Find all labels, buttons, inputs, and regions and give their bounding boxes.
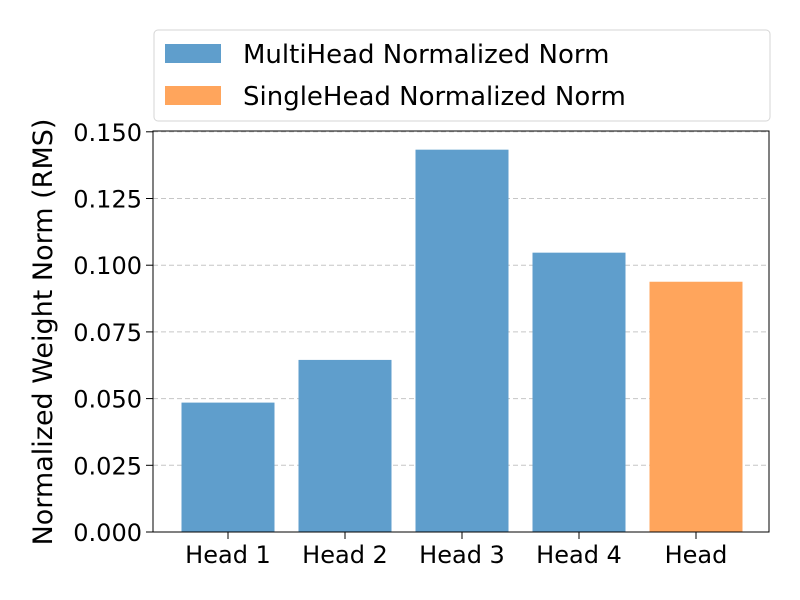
bar-head-2-series-0 [298,359,392,532]
y-tick-label: 0.100 [73,252,142,280]
x-tick-label: Head 4 [536,541,622,569]
y-tick-label: 0.075 [73,319,142,347]
y-tick-label: 0.025 [73,452,142,480]
legend-label-singlehead: SingleHead Normalized Norm [243,82,626,112]
bar-head-1-series-0 [181,402,275,532]
y-tick-label: 0.000 [73,519,142,547]
legend-swatch-multihead [165,44,221,63]
bar-head-3-series-0 [415,149,509,533]
x-tick-label: Head 2 [302,541,388,569]
y-tick-label: 0.125 [73,186,142,214]
y-tick-label: 0.050 [73,386,142,414]
y-axis-label: Normalized Weight Norm (RMS) [28,119,59,546]
y-axis-ticks: 0.000 0.025 0.050 0.075 0.100 0.125 0.150 [73,119,153,547]
bar-head-4-series-0 [532,252,626,532]
x-tick-label: Head 3 [419,541,505,569]
legend-frame [153,29,771,122]
bars [181,149,743,533]
legend-label-multihead: MultiHead Normalized Norm [243,40,609,70]
legend: MultiHead Normalized Norm SingleHead Nor… [153,29,771,122]
x-tick-label: Head [665,541,728,569]
x-tick-label: Head 1 [185,541,271,569]
y-tick-label: 0.150 [73,119,142,147]
legend-swatch-singlehead [165,86,221,105]
bar-head-series-1 [649,281,743,532]
x-axis-ticks: Head 1 Head 2 Head 3 Head 4 Head [185,532,727,569]
